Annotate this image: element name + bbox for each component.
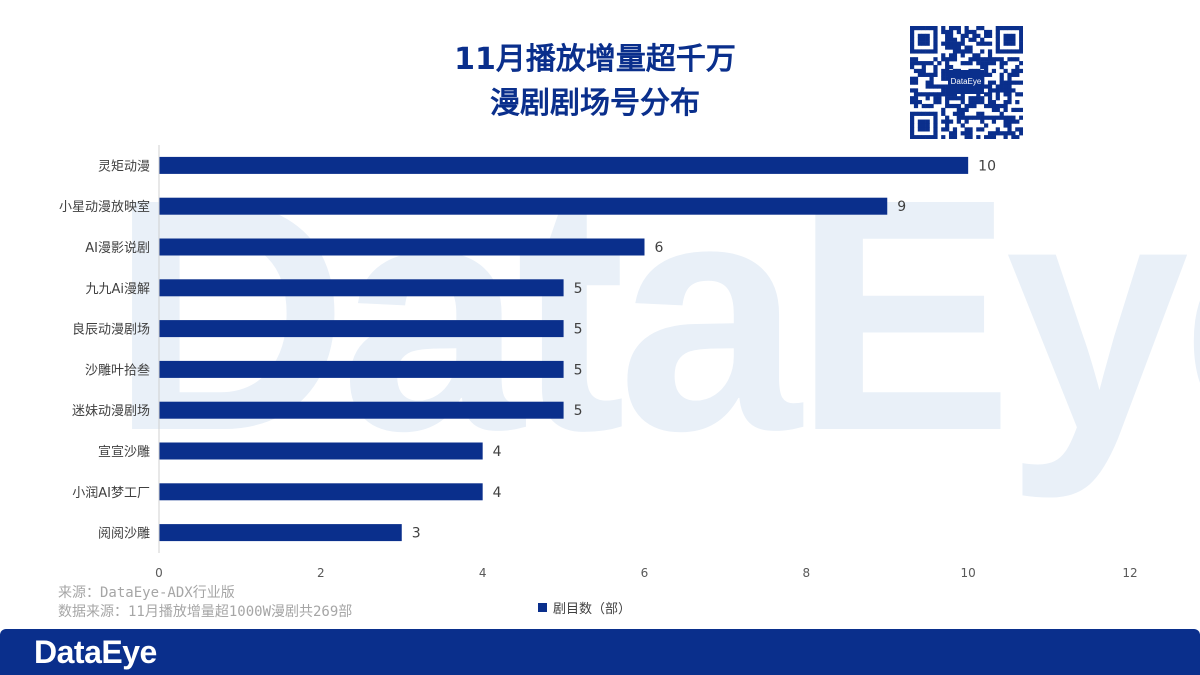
value-label: 3 [412, 526, 421, 542]
category-label: 小星动漫放映室 [59, 199, 150, 215]
qr-logo-label: DataEye [948, 70, 984, 94]
bar [159, 156, 969, 174]
bar [159, 360, 564, 378]
value-label: 5 [574, 362, 583, 378]
category-label: 迷妹动漫剧场 [72, 404, 150, 419]
x-tick-label: 8 [803, 566, 811, 580]
value-label: 9 [897, 199, 906, 215]
value-label: 5 [574, 322, 583, 338]
chart-legend: 剧目数（部） [538, 598, 631, 617]
x-tick-label: 6 [641, 566, 649, 580]
chart-title: 11月播放增量超千万 漫剧剧场号分布 [355, 38, 835, 126]
qr-code[interactable]: DataEye [910, 26, 1024, 140]
bar [159, 524, 402, 542]
title-line-1: 11月播放增量超千万 [454, 42, 736, 77]
value-label: 10 [978, 158, 996, 174]
category-label: 沙雕叶拾叁 [85, 362, 150, 378]
x-tick-label: 2 [317, 566, 325, 580]
category-label: 灵矩动漫 [98, 159, 150, 174]
x-tick-label: 12 [1122, 566, 1137, 580]
labels-layer: 灵矩动漫 10 小星动漫放映室 9 AI漫影说剧 6 九九Ai漫解 5 良辰动漫剧场 5 沙雕叶拾叁… [59, 158, 996, 541]
bar [159, 279, 564, 297]
category-label: 宣宣沙雕 [98, 444, 150, 460]
bar [159, 483, 483, 501]
value-label: 4 [493, 444, 502, 460]
bar [159, 442, 483, 460]
category-label: 九九Ai漫解 [85, 282, 150, 297]
legend-label: 剧目数（部） [553, 602, 632, 617]
qr-pattern [910, 26, 1024, 140]
axis-layer: 0 2 4 6 8 10 12 [155, 145, 1138, 580]
legend-swatch [538, 603, 547, 612]
bar [159, 197, 888, 215]
value-label: 4 [493, 485, 502, 501]
source-line-2: 数据来源：11月播放增量超1000W漫剧共269部 [58, 604, 353, 620]
category-label: 阅阅沙雕 [98, 527, 150, 542]
bar [159, 401, 564, 419]
bar [159, 238, 645, 256]
x-tick-label: 4 [479, 566, 487, 580]
bar [159, 320, 564, 338]
value-label: 6 [655, 240, 664, 256]
source-note: 来源：DataEye-ADX行业版 数据来源：11月播放增量超1000W漫剧共2… [58, 584, 352, 622]
category-label: AI漫影说剧 [85, 241, 150, 256]
bars-layer [159, 156, 969, 542]
x-tick-label: 10 [961, 566, 976, 580]
dataeye-logo: DataEye [34, 634, 157, 670]
category-label: 良辰动漫剧场 [72, 322, 150, 338]
footer-bar: DataEye [0, 629, 1200, 675]
category-label: 小润AI梦工厂 [72, 486, 150, 501]
value-label: 5 [574, 403, 583, 419]
x-tick-label: 0 [155, 566, 163, 580]
source-line-1: 来源：DataEye-ADX行业版 [58, 585, 235, 601]
title-line-2: 漫剧剧场号分布 [490, 86, 700, 121]
value-label: 5 [574, 281, 583, 297]
